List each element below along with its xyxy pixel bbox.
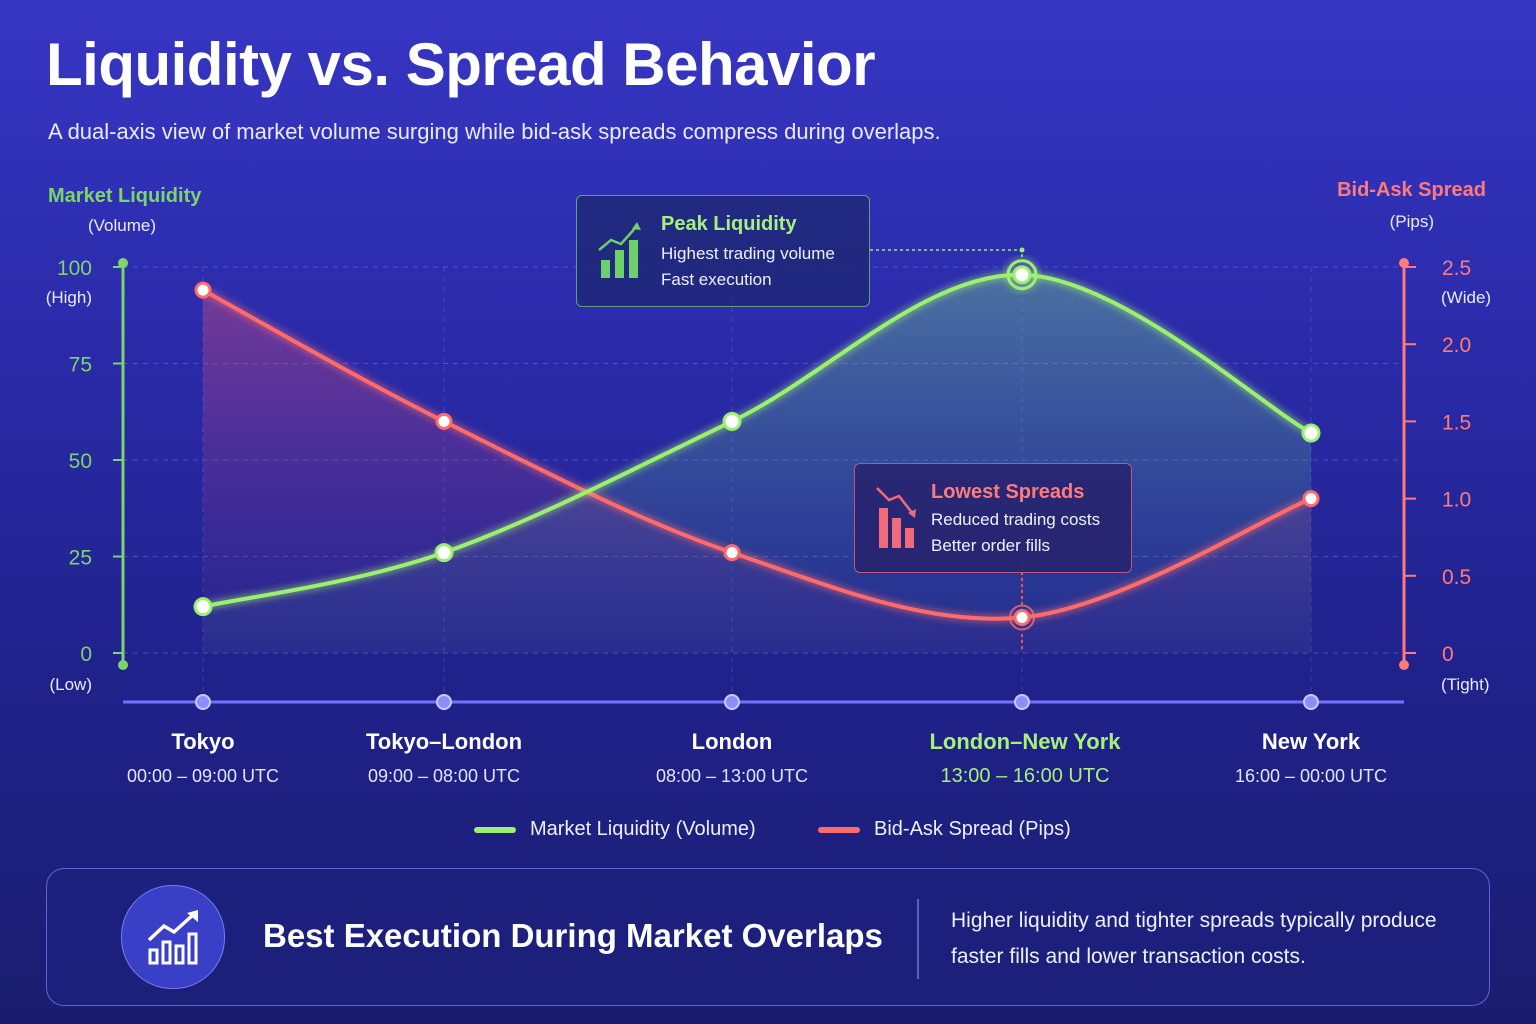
chart-points bbox=[193, 259, 1321, 710]
right-tick-note-bottom: (Tight) bbox=[1441, 675, 1490, 694]
x-axis-dot bbox=[724, 694, 740, 710]
right-tick-label: 0.5 bbox=[1442, 566, 1471, 589]
chart-axes bbox=[113, 258, 1416, 704]
category-label: Tokyo–London bbox=[366, 729, 522, 754]
liquidity-point bbox=[1301, 423, 1321, 443]
category-time-label: 08:00 – 13:00 UTC bbox=[656, 766, 808, 786]
liquidity-point bbox=[1012, 265, 1032, 285]
left-axis-cap-bottom bbox=[118, 660, 128, 670]
callout-leaders bbox=[870, 247, 1025, 652]
left-tick-label: 25 bbox=[69, 547, 92, 570]
left-axis-unit: (Volume) bbox=[88, 216, 156, 235]
bar-chart-down-icon bbox=[876, 487, 916, 548]
right-tick-label: 2.5 bbox=[1442, 257, 1471, 280]
category-label: New York bbox=[1262, 729, 1361, 754]
x-axis-dot bbox=[1014, 694, 1030, 710]
low-callout-line-1: Reduced trading costs bbox=[931, 510, 1101, 529]
spread-point bbox=[1302, 490, 1320, 508]
summary-divider bbox=[917, 899, 919, 979]
peak-callout-line-1: Highest trading volume bbox=[661, 244, 835, 263]
left-tick-label: 0 bbox=[80, 643, 92, 666]
summary-title: Best Execution During Market Overlaps bbox=[263, 917, 883, 954]
page-subtitle: A dual-axis view of market volume surgin… bbox=[48, 119, 941, 144]
bar-chart-up-icon bbox=[598, 222, 641, 278]
peak-leader-line bbox=[870, 249, 1023, 262]
category-time-label: 13:00 – 16:00 UTC bbox=[941, 765, 1110, 787]
growth-chart-icon bbox=[147, 910, 198, 965]
peak-leader-dot bbox=[1019, 247, 1025, 253]
legend-liquidity: Market Liquidity (Volume) bbox=[474, 818, 756, 841]
left-tick-label: 75 bbox=[69, 354, 92, 377]
category-time-label: 00:00 – 09:00 UTC bbox=[127, 766, 279, 786]
x-axis-dot bbox=[195, 694, 211, 710]
spread-point bbox=[1013, 608, 1031, 626]
legend-liquidity-swatch bbox=[474, 826, 516, 833]
peak-liquidity-callout: Peak Liquidity Highest trading volume Fa… bbox=[576, 195, 870, 307]
right-tick-label: 1.0 bbox=[1442, 489, 1471, 512]
peak-callout-line-2: Fast execution bbox=[661, 270, 772, 289]
left-tick-note-top: (High) bbox=[46, 288, 92, 307]
category-label: London–New York bbox=[929, 729, 1121, 754]
peak-callout-title: Peak Liquidity bbox=[661, 213, 797, 235]
summary-panel: Best Execution During Market Overlaps Hi… bbox=[46, 868, 1490, 1006]
left-tick-note-bottom: (Low) bbox=[49, 675, 92, 694]
chart-areas bbox=[203, 274, 1311, 653]
category-label: Tokyo bbox=[171, 729, 234, 754]
spread-point bbox=[194, 281, 212, 299]
liquidity-point bbox=[722, 411, 742, 431]
x-axis-dot bbox=[436, 694, 452, 710]
right-axis-cap-top bbox=[1399, 258, 1409, 268]
category-time-label: 09:00 – 08:00 UTC bbox=[368, 766, 520, 786]
page-title: Liquidity vs. Spread Behavior bbox=[46, 31, 876, 98]
chart-labels: Market Liquidity (Volume) 0 25 50 75 100 (High)… bbox=[46, 179, 1491, 787]
legend-spread-label: Bid-Ask Spread (Pips) bbox=[874, 818, 1071, 840]
dual-axis-chart: Market Liquidity (Volume) 0 25 50 75 100 (High)… bbox=[46, 179, 1491, 787]
right-axis-cap-bottom bbox=[1399, 660, 1409, 670]
category-time-label: 16:00 – 00:00 UTC bbox=[1235, 766, 1387, 786]
spread-area bbox=[203, 290, 1311, 653]
spread-point-ring bbox=[1009, 604, 1035, 631]
legend-spread: Bid-Ask Spread (Pips) bbox=[818, 818, 1071, 841]
category-label: London bbox=[692, 729, 773, 754]
low-callout-line-2: Better order fills bbox=[931, 536, 1051, 555]
left-axis-cap-top bbox=[118, 258, 128, 268]
summary-icon-badge bbox=[121, 885, 225, 989]
right-tick-label: 2.0 bbox=[1442, 334, 1471, 357]
legend-liquidity-label: Market Liquidity (Volume) bbox=[530, 818, 756, 840]
legend-spread-swatch bbox=[818, 826, 860, 833]
left-tick-label: 50 bbox=[69, 450, 92, 473]
liquidity-point bbox=[434, 543, 454, 563]
left-tick-label: 100 bbox=[57, 257, 92, 280]
right-axis-title: Bid-Ask Spread bbox=[1337, 179, 1486, 201]
right-tick-label: 0 bbox=[1442, 643, 1454, 666]
liquidity-line bbox=[202, 272, 1312, 609]
liquidity-point bbox=[193, 597, 213, 617]
spread-point bbox=[435, 412, 453, 430]
left-axis-title: Market Liquidity bbox=[48, 185, 202, 207]
spread-point bbox=[723, 544, 741, 562]
low-callout-title: Lowest Spreads bbox=[931, 481, 1085, 503]
right-tick-note-top: (Wide) bbox=[1441, 288, 1491, 307]
summary-text: Higher liquidity and tighter spreads typ… bbox=[951, 909, 1437, 968]
lowest-spreads-callout: Lowest Spreads Reduced trading costs Bet… bbox=[854, 463, 1132, 573]
right-axis-unit: (Pips) bbox=[1390, 212, 1434, 231]
right-tick-label: 1.5 bbox=[1442, 411, 1471, 434]
x-axis-dot bbox=[1303, 694, 1319, 710]
